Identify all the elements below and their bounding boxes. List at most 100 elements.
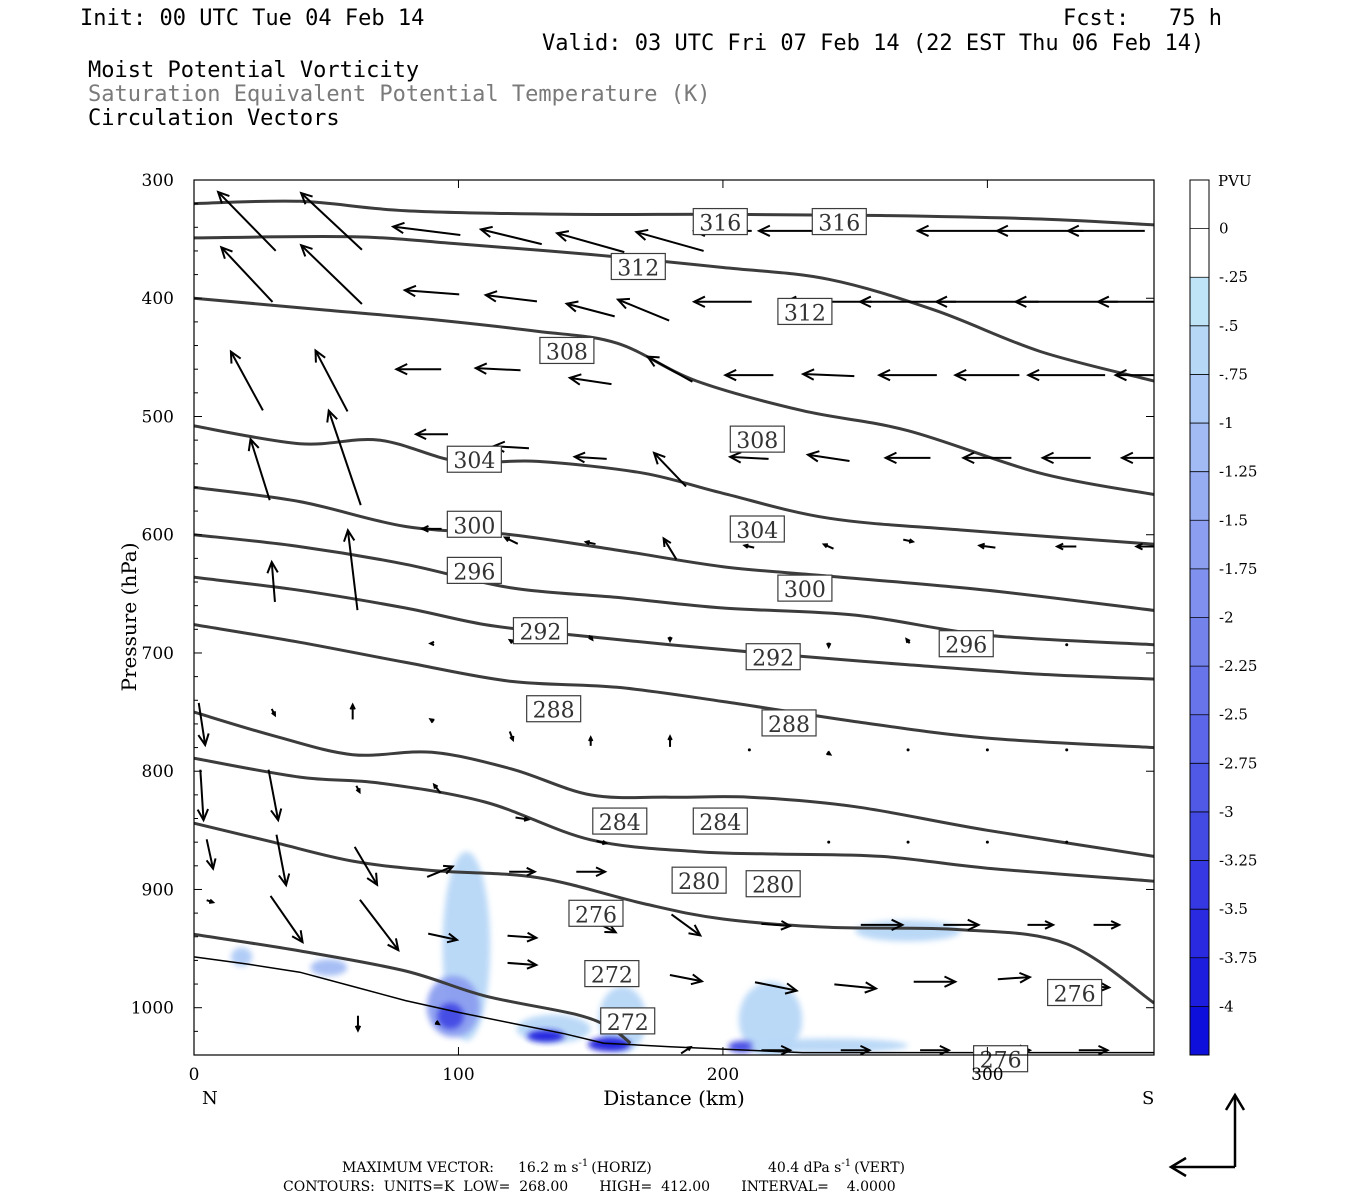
vector-head [1040,451,1054,464]
circulation-vector [1095,295,1154,308]
circulation-vector [860,918,905,932]
colorbar-label: -1.75 [1219,560,1257,578]
vector-head [390,221,405,235]
vector-shaft [485,294,538,303]
vector-head [473,362,488,375]
circulation-vector [920,1044,952,1055]
mpv-region [855,920,961,942]
contour-label: 288 [533,699,575,724]
circulation-vector [206,898,216,904]
field-label-mpv: Moist Potential Vorticity [88,58,420,83]
vector-head [216,190,230,204]
vector-shaft [480,228,542,246]
circulation-vector [1027,920,1056,930]
vector-head [572,451,586,464]
mpv-region [588,1037,631,1052]
colorbar-swatch [1190,471,1209,521]
vector-head [208,898,216,904]
vector-head [876,368,891,382]
vector-shaft [569,376,612,386]
colorbar-label: -2.5 [1219,706,1248,724]
circulation-vector [432,782,442,794]
vector-head [727,451,742,464]
vector-shaft [217,191,277,252]
colorbar-swatch [1190,811,1209,862]
circulation-vector [507,931,539,943]
vector-head [567,373,582,386]
vector-head [229,349,242,364]
vector-head [588,735,594,742]
vector-head [564,300,579,313]
theta-contour-296 [194,533,1154,647]
vector-head [780,1044,793,1055]
vector-head [428,718,435,724]
x-tick-label: 200 [707,1065,739,1085]
circulation-vector [509,866,538,877]
vector-shaft [636,231,704,252]
vector-head [690,973,705,986]
circulation-vector [826,642,832,650]
vector-dot [827,840,831,844]
vector-head [933,295,948,308]
contour-label: 296 [453,560,495,585]
circulation-vector [1078,1044,1110,1055]
contour-label-box [692,807,748,835]
circulation-vector [913,975,958,988]
vector-shaft [327,410,362,506]
vector-head [667,734,673,741]
circulation-vector [834,981,879,994]
circulation-vector [507,959,539,970]
vector-shaft [220,246,274,303]
circulation-vector [247,437,271,501]
circulation-vector [903,538,916,544]
theta-contour-280 [194,756,1154,883]
contour-label-box [512,617,569,645]
colorbar-swatch [1190,520,1209,570]
contour-label: 296 [945,634,987,659]
y-tick-label: 700 [142,644,174,664]
circulation-vector [572,451,607,464]
vector-head [271,711,276,718]
vector-head [908,538,916,544]
circulation-vector [1065,643,1069,647]
vector-shaft [834,983,877,990]
circulation-vector [883,451,931,464]
vector-head [821,543,828,549]
circulation-vector [905,637,911,644]
y-tick-label: 900 [142,880,174,900]
circulation-vector [299,191,363,251]
vector-head [1019,971,1033,984]
circulation-vector [876,368,937,382]
contour-label-box [1047,978,1103,1007]
circulation-vector [413,428,449,440]
colorbar-swatch [1190,277,1209,327]
colorbar-title: PVU [1218,172,1252,190]
vector-head [507,638,514,645]
circulation-vector [761,920,793,931]
circulation-vector [1065,224,1145,237]
vector-head [742,543,749,549]
contour-label-box [777,574,833,602]
vector-head [800,368,815,381]
field-label-vectors: Circulation Vectors [88,106,340,131]
circulation-vector [576,866,608,878]
vector-shaft [556,232,625,254]
vector-shaft [393,225,461,237]
colorbar-swatch [1190,568,1209,618]
mpv-region [437,1002,464,1029]
vector-head [326,408,338,423]
circulation-vector [478,225,542,246]
colorbar-swatch [1190,666,1209,716]
vector-head [205,858,217,871]
vector-head [595,866,608,878]
colorbar-swatch [1190,617,1209,667]
circulation-vector [680,1045,693,1055]
vector-shaft [647,355,693,383]
y-axis-label: Pressure (hPa) [117,543,141,692]
circulation-vector [915,224,1005,237]
contour-label-box [526,695,582,723]
vector-shaft [979,544,996,549]
circulation-vector [691,295,752,308]
vector-shaft [346,530,359,611]
vector-dot [985,840,989,844]
